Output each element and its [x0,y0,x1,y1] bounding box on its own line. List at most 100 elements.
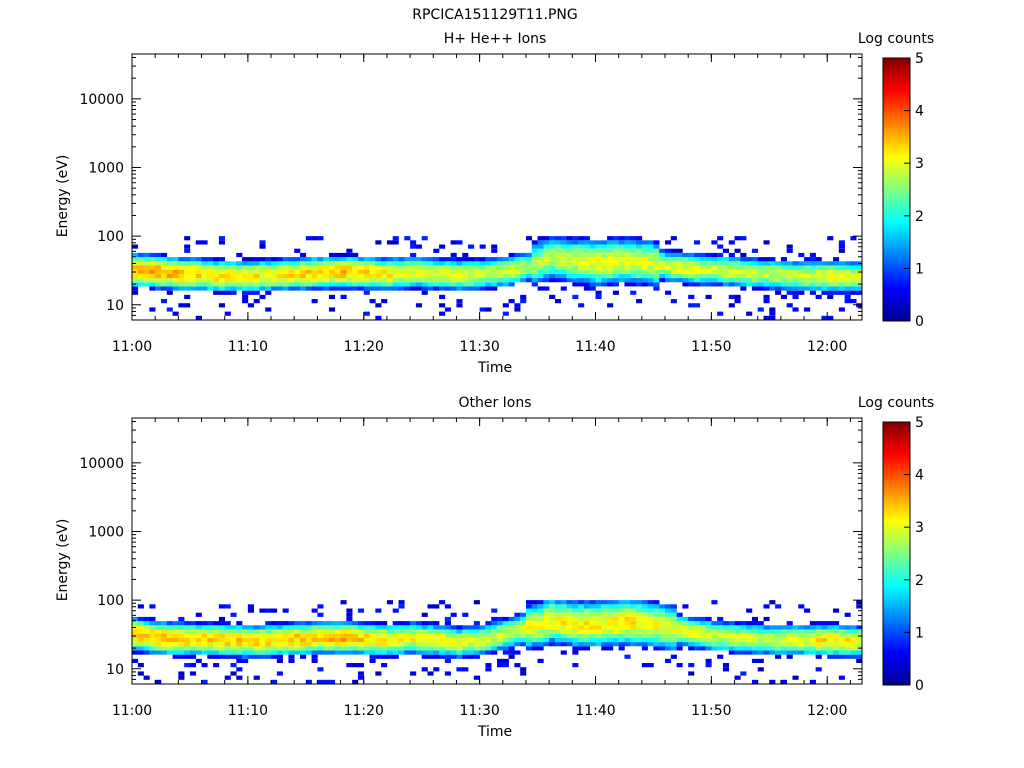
spectrogram-cell [711,265,718,270]
spectrogram-cell [224,629,231,634]
spectrogram-cell [404,286,411,291]
spectrogram-cell [757,261,764,266]
spectrogram-cell [375,646,382,651]
spectrogram-cell [792,286,799,291]
spectrogram-cell [340,282,347,287]
spectrogram-cell [259,642,266,647]
spectrogram-cell [838,286,845,291]
spectrogram-cell [572,236,579,241]
spectrogram-cell [207,621,214,626]
spectrogram-cell [491,616,498,622]
spectrogram-cell [149,261,156,266]
spectrogram-cell [294,273,301,279]
spectrogram-cell [827,261,834,266]
spectrogram-cell [149,625,156,630]
spectrogram-cell [757,278,764,283]
spectrogram-cell [566,608,573,613]
spectrogram-cell [386,637,394,643]
spectrogram-cell [583,633,590,638]
spectrogram-cell [178,282,185,287]
spectrogram-cell [178,269,185,274]
spectrogram-cell [143,675,150,680]
spectrogram-cell [786,244,793,249]
spectrogram-cell [653,646,660,651]
spectrogram-cell [578,646,585,651]
spectrogram-cell [224,637,231,643]
colorbar-tick-label: 5 [915,51,924,67]
spectrogram-cell [456,633,463,638]
spectrogram-cell [375,637,382,643]
spectrogram-cell [751,265,759,270]
spectrogram-cell [792,629,799,634]
spectrogram-cell [589,282,596,287]
spectrogram-cell [728,633,735,638]
spectrogram-cell [236,621,243,626]
spectrogram-cell [850,265,857,270]
spectrogram-cell [746,642,753,647]
spectrogram-cell [352,621,359,626]
spectrogram-cell [589,269,596,274]
spectrogram-cell [537,240,544,245]
spectrogram-cell [265,646,272,651]
spectrogram-cell [473,269,480,274]
spectrogram-cell [473,675,480,680]
spectrogram-cell [276,671,283,676]
spectrogram-cell [357,675,365,680]
spectrogram-cell [734,633,741,638]
spectrogram-cell [178,621,185,626]
spectrogram-cell [172,621,179,626]
spectrogram-cell [184,244,191,249]
spectrogram-cell [305,286,312,291]
spectrogram-cell [566,265,573,270]
spectrogram-cell [381,261,388,266]
spectrogram-cell [838,240,845,245]
spectrogram-cell [665,273,672,279]
spectrogram-cell [178,654,185,659]
spectrogram-cell [769,679,776,684]
spectrogram-cell [485,663,492,668]
spectrogram-cell [172,311,179,316]
spectrogram-cell [838,244,845,249]
spectrogram-cell [415,646,422,651]
spectrogram-cell [172,633,179,638]
spectrogram-cell [560,236,567,241]
spectrogram-cell [641,257,648,262]
spectrogram-cell [688,303,695,308]
spectrogram-cell [410,244,417,249]
spectrogram-cell [352,282,359,287]
colorbar [882,57,911,322]
spectrogram-cell [844,642,851,647]
spectrogram-cell [612,278,619,283]
spectrogram-cell [398,257,405,262]
spectrogram-cell [143,621,150,626]
spectrogram-cell [850,625,857,630]
spectrogram-cell [497,621,504,626]
spectrogram-cell [607,604,614,609]
spectrogram-cell [328,265,336,270]
spectrogram-cell [856,642,863,647]
spectrogram-cell [630,265,637,270]
spectrogram-cell [641,621,648,626]
spectrogram-cell [224,269,231,274]
spectrogram-cell [838,261,845,266]
spectrogram-cell [392,621,399,626]
spectrogram-cell [856,658,863,664]
spectrogram-cell [375,257,382,262]
spectrogram-cell [386,240,394,245]
spectrogram-cell [618,252,625,258]
spectrogram-cell [693,273,701,279]
spectrogram-cell [439,261,446,266]
spectrogram-cell [705,629,712,634]
spectrogram-cell [543,629,550,634]
spectrogram-cell [804,637,811,643]
spectrogram-cell [740,633,747,638]
spectrogram-cell [195,646,202,651]
spectrogram-cell [236,642,243,647]
spectrogram-cell [265,629,272,634]
spectrogram-cell [253,637,260,643]
spectrogram-cell [549,604,556,609]
spectrogram-cell [647,637,654,643]
spectrogram-cell [601,261,608,266]
spectrogram-cell [780,629,787,634]
spectrogram-cell [242,642,249,647]
